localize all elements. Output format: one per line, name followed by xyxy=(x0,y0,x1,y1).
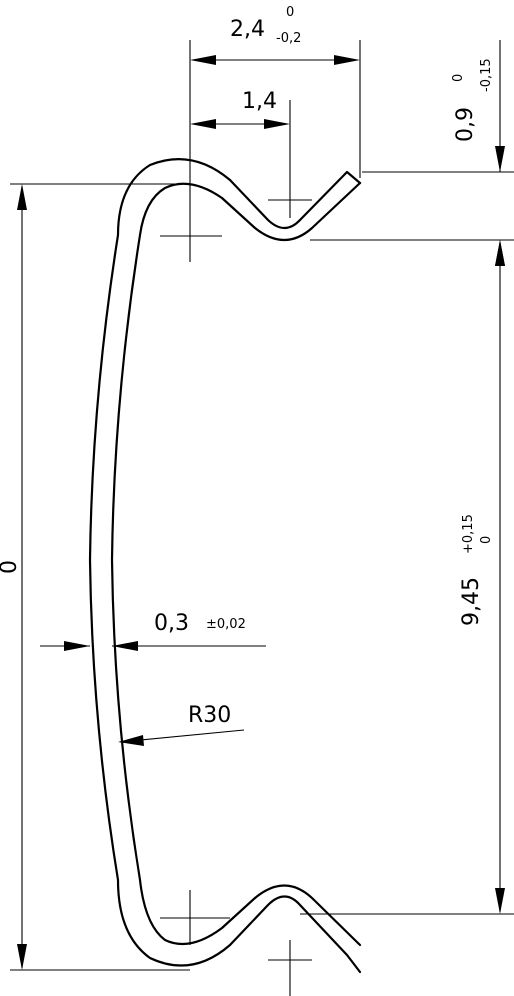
dim-width-total-upper: 0 xyxy=(286,5,294,20)
profile-inner-edge xyxy=(110,181,362,947)
dim-inner-height-value: 9,45 xyxy=(459,577,484,626)
dim-thickness-tolerance: ±0,02 xyxy=(206,617,246,632)
dimension-radius: R30 xyxy=(118,703,245,746)
dim-lip-height-upper: 0 xyxy=(451,74,466,82)
dim-thickness-value: 0,3 xyxy=(154,611,189,636)
dim-width-total-value: 2,4 xyxy=(230,17,265,42)
dim-lip-height-lower: -0,15 xyxy=(479,58,494,92)
dim-overall-height-value: 0 xyxy=(0,560,22,574)
dim-radius-value: R30 xyxy=(188,703,231,728)
dim-width-total-lower: -0,2 xyxy=(276,31,301,46)
dimension-width-total: 2,4 0 -0,2 xyxy=(189,5,361,178)
dim-inner-height-lower: 0 xyxy=(479,536,494,544)
dimension-thickness: 0,3 ±0,02 xyxy=(40,611,266,651)
dimension-center-offset: 1,4 xyxy=(190,89,290,129)
dimension-lip-height: 0,9 0 -0,15 xyxy=(310,40,514,266)
dim-lip-height-value: 0,9 xyxy=(453,107,478,142)
dimension-overall-height: 0 xyxy=(0,183,190,971)
center-marks xyxy=(160,100,312,996)
profile-outer-edge xyxy=(88,158,362,974)
dimension-inner-height: 9,45 +0,15 0 xyxy=(300,240,514,915)
dim-center-offset-value: 1,4 xyxy=(242,89,277,114)
dim-inner-height-upper: +0,15 xyxy=(461,514,476,554)
profile-outline xyxy=(88,158,362,974)
